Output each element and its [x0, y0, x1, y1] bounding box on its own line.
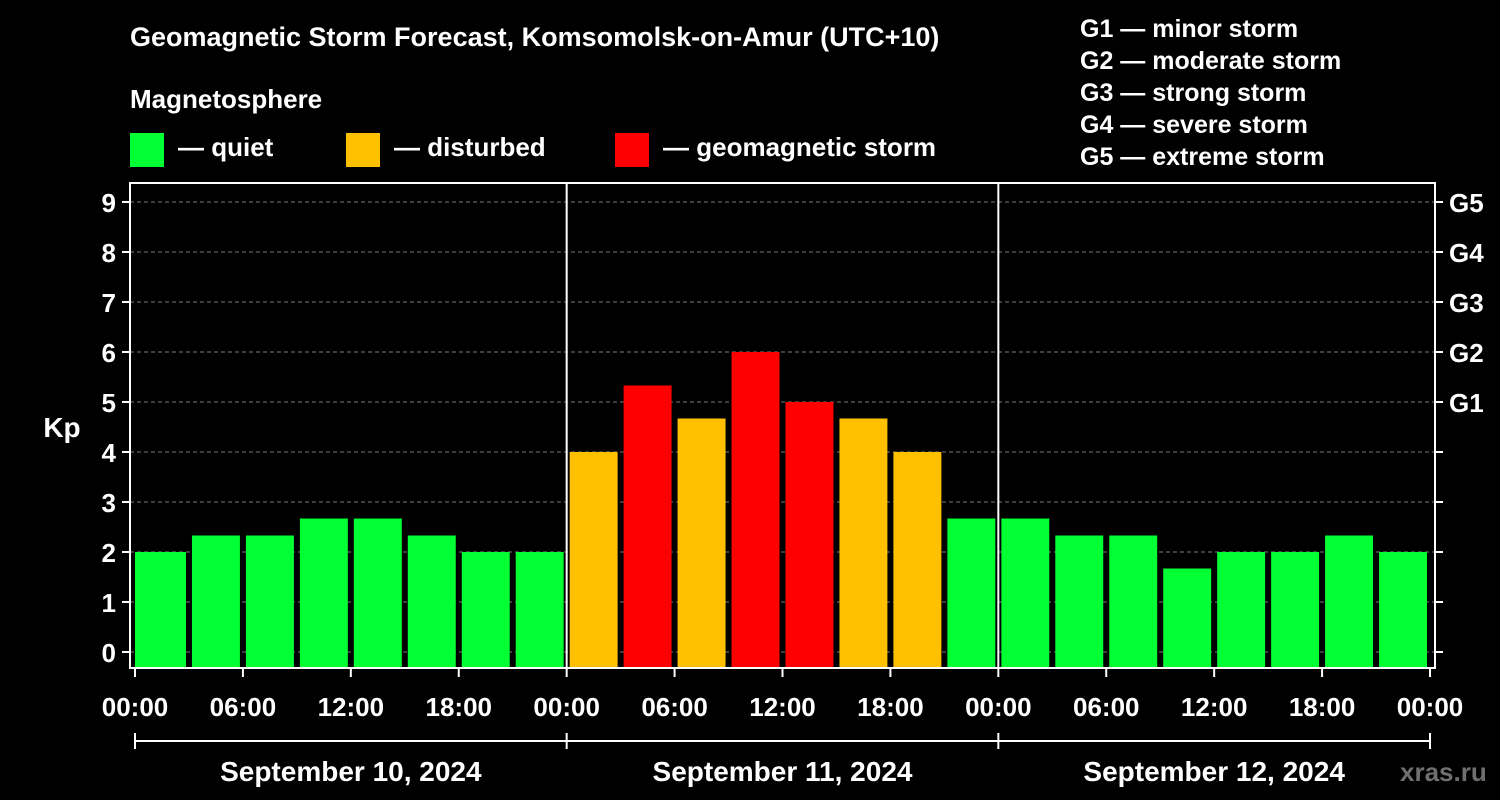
right-axis-label-g1: G1: [1449, 388, 1484, 418]
chart-title: Geomagnetic Storm Forecast, Komsomolsk-o…: [130, 22, 940, 52]
ytick-label-4: 4: [102, 438, 117, 468]
bar-8: [569, 452, 618, 668]
ytick-label-6: 6: [102, 338, 116, 368]
ytick-label-0: 0: [102, 638, 116, 668]
xtick-label-3: 18:00: [426, 692, 493, 722]
date-label-0: September 10, 2024: [220, 756, 482, 787]
chart-subtitle: Magnetosphere: [130, 84, 323, 114]
bar-22: [1325, 535, 1374, 668]
storm-level-g5: G5 — extreme storm: [1080, 143, 1325, 171]
right-axis-label-g2: G2: [1449, 338, 1484, 368]
right-axis-label-g3: G3: [1449, 288, 1484, 318]
legend-swatch-quiet: [130, 133, 164, 167]
bar-23: [1379, 552, 1427, 668]
ytick-label-1: 1: [102, 588, 116, 618]
ytick-label-3: 3: [102, 488, 116, 518]
bar-16: [1001, 518, 1050, 668]
ytick-label-9: 9: [102, 188, 116, 218]
storm-level-g2: G2 — moderate storm: [1080, 47, 1342, 75]
legend-label-quiet: — quiet: [178, 131, 274, 162]
bar-6: [461, 552, 510, 668]
date-label-2: September 12, 2024: [1083, 756, 1345, 787]
bar-15: [947, 518, 996, 668]
y-axis-label: Kp: [43, 412, 80, 443]
bar-11: [731, 352, 780, 668]
ytick-label-2: 2: [102, 538, 116, 568]
legend-swatch-disturbed: [346, 133, 380, 167]
xtick-label-10: 12:00: [1181, 692, 1248, 722]
ytick-label-7: 7: [102, 288, 116, 318]
bar-5: [407, 535, 456, 668]
storm-level-g3: G3 — strong storm: [1080, 79, 1307, 107]
bar-1: [191, 535, 240, 668]
bar-19: [1163, 568, 1212, 668]
xtick-label-4: 00:00: [533, 692, 600, 722]
xtick-label-1: 06:00: [210, 692, 277, 722]
right-axis-label-g4: G4: [1449, 238, 1484, 268]
xtick-label-6: 12:00: [749, 692, 816, 722]
xtick-label-9: 06:00: [1073, 692, 1140, 722]
bar-7: [515, 552, 564, 668]
bar-13: [839, 418, 888, 668]
legend-quiet: — quiet: [130, 131, 274, 167]
xtick-label-8: 00:00: [965, 692, 1032, 722]
date-label-1: September 11, 2024: [653, 756, 913, 787]
bar-3: [299, 518, 348, 668]
bar-18: [1109, 535, 1158, 668]
bar-20: [1217, 552, 1266, 668]
xtick-label-11: 18:00: [1289, 692, 1356, 722]
legend-label-disturbed: — disturbed: [394, 131, 546, 162]
bar-14: [893, 452, 942, 668]
xtick-label-2: 12:00: [318, 692, 385, 722]
ytick-label-5: 5: [102, 388, 116, 418]
xtick-label-12: 00:00: [1397, 692, 1464, 722]
bar-9: [623, 385, 672, 668]
ytick-label-8: 8: [102, 238, 116, 268]
storm-level-g4: G4 — severe storm: [1080, 111, 1308, 139]
legend-label-storm: — geomagnetic storm: [663, 131, 937, 162]
bar-17: [1055, 535, 1104, 668]
bar-21: [1271, 552, 1320, 668]
storm-level-g1: G1 — minor storm: [1080, 15, 1299, 43]
bar-0: [135, 552, 186, 668]
watermark: xras.ru: [1400, 757, 1487, 787]
bar-4: [353, 518, 402, 668]
xtick-label-0: 00:00: [102, 692, 169, 722]
right-axis-label-g5: G5: [1449, 188, 1484, 218]
xtick-label-5: 06:00: [641, 692, 708, 722]
xtick-label-7: 18:00: [857, 692, 924, 722]
storm-level-list: G1 — minor storm G2 — moderate storm G3 …: [1080, 13, 1341, 173]
bar-2: [245, 535, 294, 668]
bar-10: [677, 418, 726, 668]
legend-disturbed: — disturbed: [346, 131, 546, 167]
legend-storm: — geomagnetic storm: [615, 131, 937, 167]
legend-swatch-storm: [615, 133, 649, 167]
bar-12: [785, 402, 834, 668]
